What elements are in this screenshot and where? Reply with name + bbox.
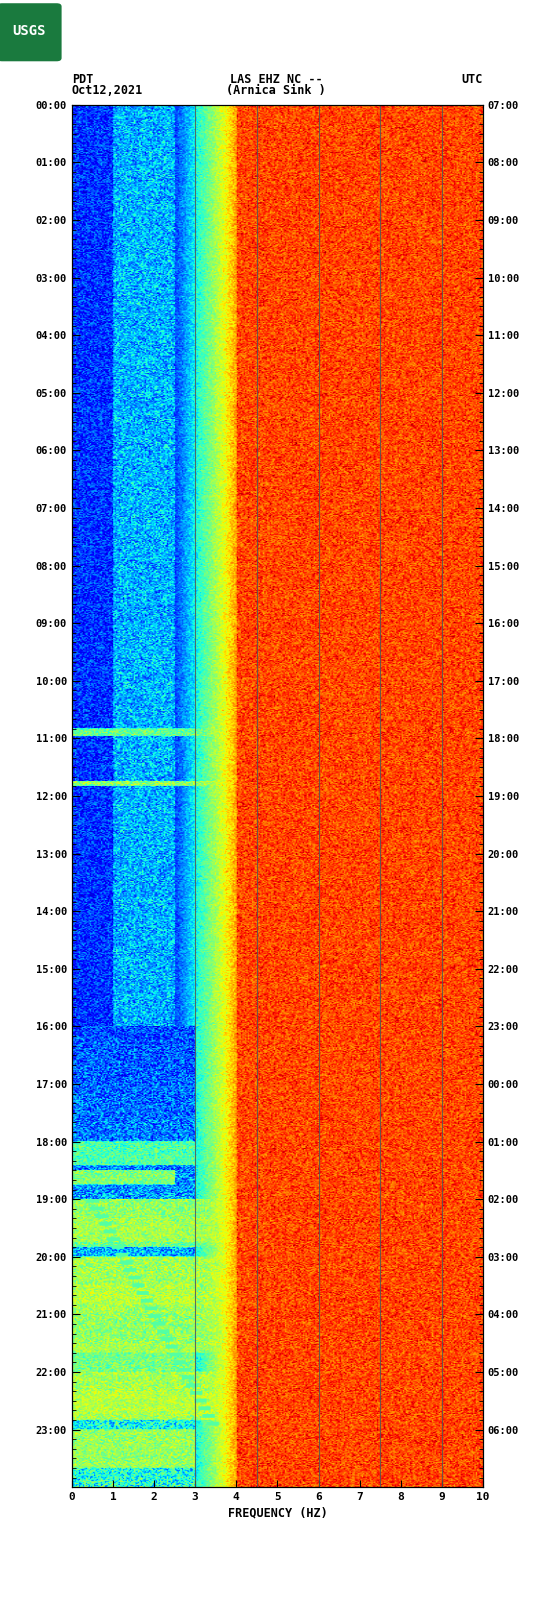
X-axis label: FREQUENCY (HZ): FREQUENCY (HZ) [227, 1507, 327, 1519]
Text: PDT: PDT [72, 73, 93, 85]
FancyBboxPatch shape [0, 3, 62, 61]
Text: LAS EHZ NC --: LAS EHZ NC -- [230, 73, 322, 85]
Text: Oct12,2021: Oct12,2021 [72, 84, 143, 97]
Text: USGS: USGS [13, 24, 46, 39]
Text: (Arnica Sink ): (Arnica Sink ) [226, 84, 326, 97]
Text: UTC: UTC [461, 73, 483, 85]
